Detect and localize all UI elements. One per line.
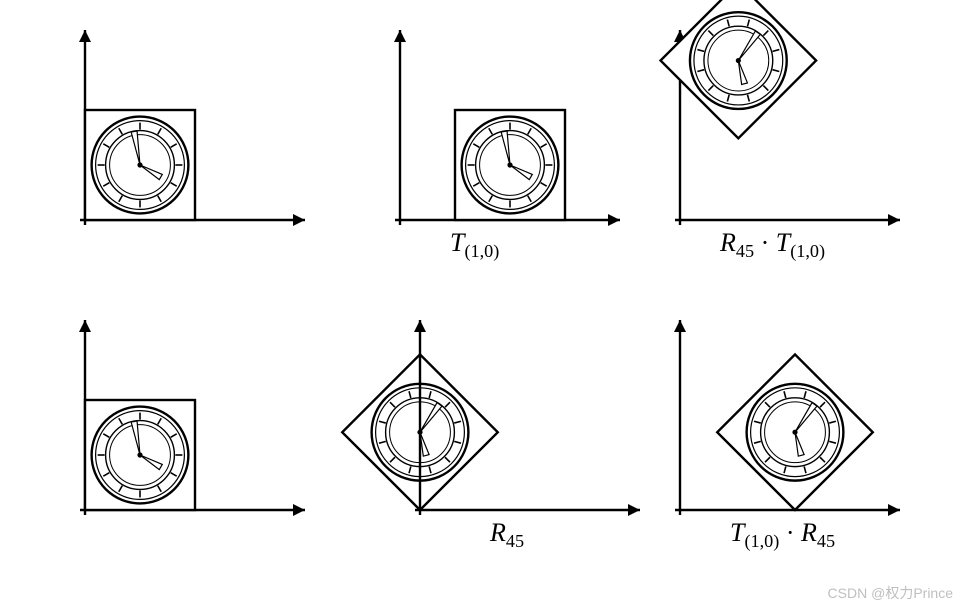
panel-identity-top	[40, 10, 340, 270]
caption-translate-rotate: T(1,0) · R45	[730, 518, 835, 552]
figure-grid: T(1,0) R45 · T(1,0) R45 T(1,0) · R45 CSD…	[0, 0, 961, 609]
panel-translate	[350, 10, 650, 270]
caption-translate: T(1,0)	[450, 228, 499, 262]
caption-rotate: R45	[490, 518, 524, 552]
panel-identity-bottom	[40, 300, 340, 560]
watermark: CSDN @权力Prince	[828, 583, 953, 603]
caption-rotate-translate: R45 · T(1,0)	[720, 228, 825, 262]
